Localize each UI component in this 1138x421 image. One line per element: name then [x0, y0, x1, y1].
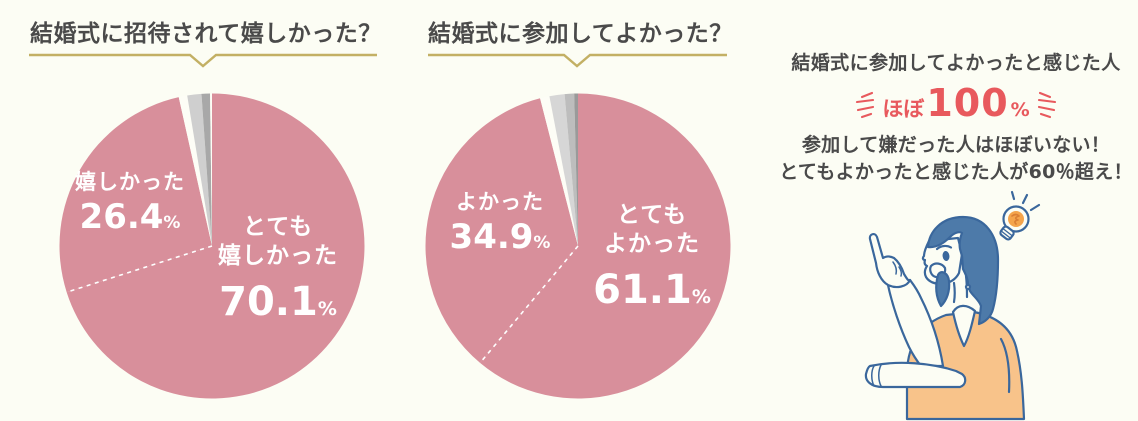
- neck-chest: [951, 304, 977, 348]
- eyebrow: [935, 244, 953, 251]
- pie2-primary-unit: %: [691, 285, 711, 308]
- chart2-title: 結婚式に参加してよかった？: [428, 21, 733, 47]
- pie-slice-totemo-ureshikatta: [66, 93, 365, 399]
- pie1-primary-unit: %: [317, 297, 337, 320]
- pie2-primary-label: とても よかった 61.1%: [593, 201, 711, 315]
- pie1-secondary-value: 26.4: [79, 197, 164, 238]
- pointing-hand: [868, 233, 912, 289]
- lightbulb-icon: [999, 190, 1041, 241]
- emphasis-rays-left-icon: [856, 91, 875, 118]
- pie-slice-gap: [210, 93, 212, 246]
- pie-chart-attended: [425, 93, 731, 399]
- pie2-secondary-name: よかった: [456, 190, 544, 215]
- pie1-primary-label: とても 嬉しかった 70.1%: [218, 213, 338, 327]
- pie-slice-gap: [540, 96, 578, 246]
- emphasis-value: 100: [926, 81, 1009, 125]
- pointing-woman-illustration: [864, 190, 1041, 421]
- pie2-secondary-value: 34.9: [449, 217, 534, 258]
- pie-chart-invited: [59, 93, 365, 399]
- pie2-primary-value: 61.1: [593, 266, 692, 313]
- hair-left-lock: [935, 271, 951, 308]
- pie2-secondary-label: よかった 34.9%: [450, 189, 551, 259]
- pie2-primary-name-line1: とても: [616, 202, 688, 229]
- pie-slice-unlabeled-light-gray: [187, 93, 212, 246]
- pie-slice-gap: [178, 95, 212, 246]
- emphasis-rays-right-icon: [1037, 91, 1056, 118]
- summary-note-line1: 参加して嫌だった人はほぼいない！: [801, 134, 1111, 156]
- pie-slice-ureshikatta: [59, 97, 212, 293]
- emphasis-prefix: ほぼ: [882, 97, 925, 121]
- pie1-secondary-name: 嬉しかった: [75, 170, 185, 195]
- pie-slice-unlabeled-mid-gray: [564, 93, 578, 246]
- pie-slice-totemo-yokatta: [480, 93, 731, 399]
- earring: [966, 277, 969, 285]
- chart1-title: 結婚式に招待されて嬉しかった？: [30, 21, 382, 47]
- emphasis-unit: %: [1010, 99, 1030, 121]
- pie-slice-unlabeled-mid-gray: [201, 93, 212, 246]
- pie2-primary-name-line2: よかった: [604, 231, 700, 258]
- raised-arm: [886, 278, 945, 368]
- pie-slice-yokatta: [425, 98, 578, 363]
- pie-slice-unlabeled-light-gray: [549, 94, 578, 246]
- eye: [942, 251, 950, 261]
- summary-headline: 結婚式に参加してよかったと感じた人: [791, 52, 1121, 74]
- chart1-title-underline: [29, 53, 377, 68]
- crossed-arm: [864, 361, 967, 389]
- chart2-title-underline: [428, 53, 727, 68]
- pie1-primary-name-line2: 嬉しかった: [218, 243, 338, 270]
- pie1-primary-name-line1: とても: [242, 214, 314, 241]
- summary-panel: 結婚式に参加してよかったと感じた人 ほぼ 100%: [770, 48, 1138, 186]
- pie1-secondary-unit: %: [163, 213, 181, 234]
- pie1-primary-value: 70.1: [219, 278, 318, 325]
- pie-slice-unlabeled-dark-gray: [574, 93, 578, 246]
- pie2-secondary-unit: %: [533, 233, 551, 254]
- summary-emphasis: ほぼ 100%: [770, 84, 1138, 123]
- summary-note-line2: とてもよかったと感じた人が60％超え！: [779, 161, 1133, 183]
- pie1-secondary-label: 嬉しかった 26.4%: [75, 169, 185, 239]
